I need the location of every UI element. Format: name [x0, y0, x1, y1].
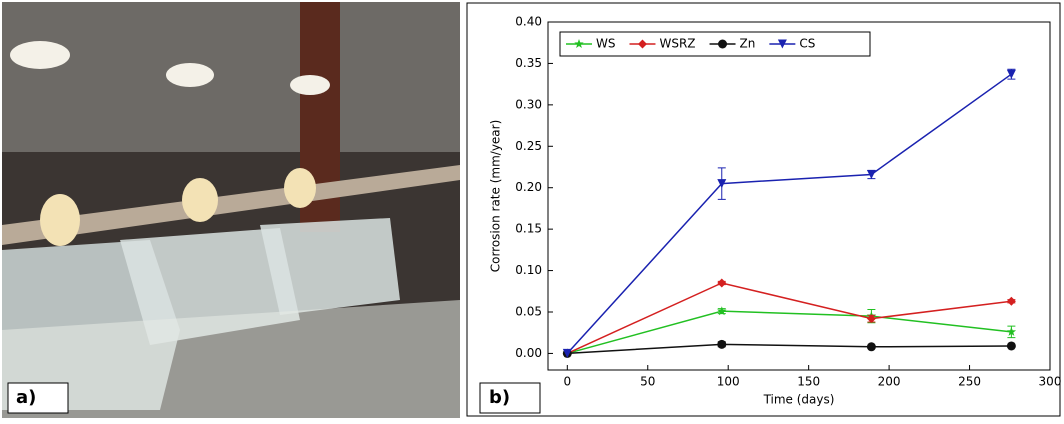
holder — [182, 178, 218, 222]
x-tick-label: 150 — [797, 375, 820, 389]
legend-label: CS — [799, 37, 815, 51]
marker — [717, 339, 727, 349]
y-tick-label: 0.00 — [515, 346, 542, 360]
lamp — [166, 63, 214, 87]
wall — [2, 2, 460, 152]
legend-label: Zn — [740, 37, 756, 51]
marker — [777, 39, 787, 49]
marker — [866, 169, 876, 179]
plot-area — [547, 21, 1051, 371]
x-tick-label: 250 — [958, 375, 981, 389]
marker — [866, 314, 876, 324]
marker — [562, 348, 572, 358]
x-tick-label: 200 — [878, 375, 901, 389]
holder — [40, 194, 80, 246]
y-axis-label: Corrosion rate (mm/year) — [489, 120, 503, 273]
x-tick-label: 50 — [640, 375, 655, 389]
holder — [284, 168, 316, 208]
rod — [2, 165, 460, 245]
y-tick-label: 0.40 — [515, 15, 542, 29]
marker — [718, 39, 728, 49]
marker — [866, 342, 876, 352]
marker — [1006, 341, 1016, 351]
legend-label: WS — [596, 37, 615, 51]
series-line — [566, 282, 1012, 355]
series-line — [566, 73, 1012, 354]
x-tick-label: 300 — [1039, 375, 1062, 389]
table — [2, 300, 460, 418]
marker — [717, 306, 727, 316]
marker — [717, 179, 727, 189]
y-tick-label: 0.20 — [515, 180, 542, 194]
series-line — [567, 310, 1012, 355]
panel-label: b) — [489, 387, 510, 408]
y-tick-label: 0.10 — [515, 263, 542, 277]
y-tick-label: 0.30 — [515, 97, 542, 111]
panel-label-box — [479, 382, 541, 414]
x-tick-label: 100 — [717, 375, 740, 389]
y-tick-label: 0.05 — [515, 305, 542, 319]
marker — [1006, 326, 1017, 336]
photo: a) — [2, 2, 460, 418]
y-tick-label: 0.25 — [515, 139, 542, 153]
marker — [637, 39, 647, 49]
lamp — [10, 41, 70, 69]
y-tick-label: 0.15 — [515, 222, 542, 236]
series-line — [567, 343, 1012, 355]
lamp — [290, 75, 330, 95]
x-tick-label: 0 — [563, 375, 571, 389]
marker — [574, 39, 584, 48]
marker — [1006, 69, 1016, 79]
tub — [260, 218, 400, 315]
chart-frame — [466, 2, 1061, 417]
panel-label: a) — [16, 387, 36, 408]
marker — [1006, 296, 1016, 306]
y-tick-label: 0.35 — [515, 56, 542, 70]
x-axis-label: Time (days) — [763, 393, 835, 407]
panel-label-box — [7, 382, 69, 414]
marker — [717, 278, 727, 288]
legend-label: WSRZ — [659, 37, 695, 51]
